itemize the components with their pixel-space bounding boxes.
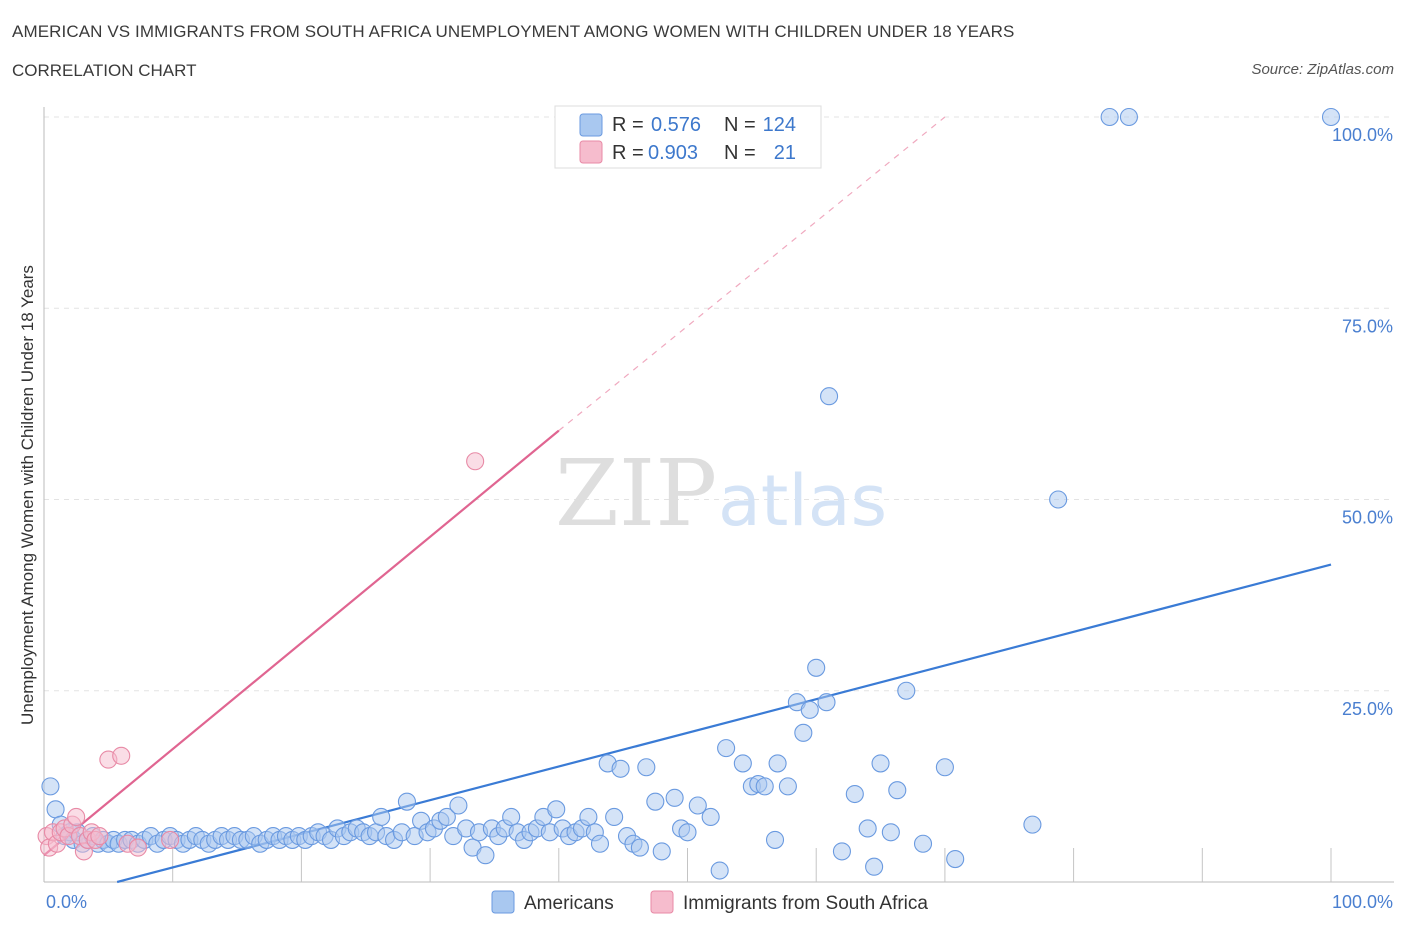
data-point-americans	[710, 861, 729, 880]
data-point-south-africa	[161, 830, 180, 849]
chart-subtitle: CORRELATION CHART	[12, 61, 197, 80]
data-point-americans	[476, 846, 495, 865]
data-point-americans	[832, 842, 851, 861]
data-point-americans	[768, 754, 787, 773]
chart-title: AMERICAN VS IMMIGRANTS FROM SOUTH AFRICA…	[12, 22, 1015, 41]
data-point-americans	[652, 842, 671, 861]
legend-swatch-south-africa	[650, 890, 674, 914]
data-point-americans	[755, 777, 774, 796]
legend-top: R = 0.576 N = 124 R = 0.903 N = 21	[554, 105, 822, 169]
data-point-americans	[1100, 107, 1119, 127]
data-point-americans	[372, 807, 391, 827]
data-point-americans	[820, 387, 839, 406]
legend-r-value: 0.903	[648, 142, 698, 164]
tick-labels: 25.0% 50.0% 75.0% 100.0% 0.0% 100.0%	[46, 125, 1393, 912]
data-point-americans	[630, 838, 649, 857]
data-point-americans	[897, 681, 916, 700]
data-point-americans	[778, 777, 797, 796]
data-point-americans	[397, 792, 416, 811]
legend-swatch-americans	[491, 890, 515, 914]
trend-line-south-africa	[43, 429, 560, 857]
y-tick-label: 75.0%	[1342, 316, 1393, 336]
data-point-americans	[605, 807, 624, 827]
data-point-americans	[800, 700, 819, 719]
watermark: ZIP atlas	[555, 440, 887, 547]
legend-n-label: N =	[724, 114, 756, 136]
legend-label-americans: Americans	[524, 893, 614, 914]
data-point-americans	[807, 658, 826, 677]
legend-r-label: R =	[612, 142, 644, 164]
data-point-south-africa	[67, 807, 86, 827]
legend-swatch-americans	[579, 113, 603, 137]
grid-lines	[44, 116, 1394, 692]
data-point-americans	[765, 830, 785, 849]
data-point-americans	[579, 807, 598, 827]
data-point-south-africa	[90, 827, 109, 846]
data-point-americans	[688, 796, 707, 815]
data-point-americans	[858, 819, 877, 838]
data-point-americans	[41, 777, 60, 796]
axes	[43, 107, 1394, 883]
legend-r-label: R =	[612, 114, 644, 136]
data-point-south-africa	[466, 452, 485, 471]
data-point-americans	[733, 754, 752, 773]
data-point-americans	[1023, 815, 1042, 834]
data-point-americans	[46, 800, 65, 819]
data-point-americans	[913, 834, 933, 853]
data-point-americans	[590, 834, 610, 853]
data-point-americans	[502, 807, 521, 827]
data-point-americans	[1049, 490, 1068, 509]
x-tick-label: 100.0%	[1332, 892, 1393, 912]
data-point-south-africa	[128, 838, 148, 857]
legend-label-south-africa: Immigrants from South Africa	[683, 893, 928, 914]
data-point-americans	[881, 823, 900, 842]
legend-n-value: 21	[774, 142, 796, 164]
x-tick-label: 0.0%	[46, 892, 87, 912]
data-point-americans	[701, 807, 720, 827]
data-points	[37, 107, 1341, 880]
legend-swatch-south-africa	[579, 140, 603, 164]
data-point-americans	[871, 754, 890, 773]
watermark-zip: ZIP	[555, 440, 717, 547]
source-note: Source: ZipAtlas.com	[1251, 61, 1394, 78]
data-point-americans	[646, 792, 665, 811]
data-point-americans	[611, 759, 630, 778]
data-point-americans	[437, 807, 456, 827]
data-point-americans	[946, 849, 965, 869]
data-point-americans	[888, 781, 907, 800]
data-point-americans	[794, 723, 813, 742]
data-point-americans	[845, 784, 864, 804]
y-tick-label: 100.0%	[1332, 125, 1393, 145]
data-point-americans	[1321, 107, 1341, 127]
data-point-americans	[817, 693, 836, 712]
data-point-americans	[678, 823, 697, 842]
y-tick-label: 50.0%	[1342, 508, 1393, 528]
data-point-americans	[865, 857, 884, 876]
data-point-americans	[665, 788, 684, 807]
data-point-americans	[449, 796, 468, 815]
data-point-south-africa	[112, 746, 131, 765]
data-point-americans	[935, 758, 954, 777]
data-point-americans	[1119, 107, 1138, 127]
y-tick-label: 25.0%	[1342, 699, 1393, 719]
watermark-atlas: atlas	[718, 460, 887, 542]
data-point-americans	[547, 800, 566, 819]
y-axis-label: Unemployment Among Women with Children U…	[18, 265, 37, 725]
legend-bottom: Americans Immigrants from South Africa	[491, 890, 928, 914]
data-point-americans	[717, 739, 736, 758]
data-point-americans	[637, 758, 656, 777]
legend-r-value: 0.576	[651, 114, 701, 136]
legend-n-label: N =	[724, 142, 756, 164]
legend-n-value: 124	[763, 114, 796, 136]
